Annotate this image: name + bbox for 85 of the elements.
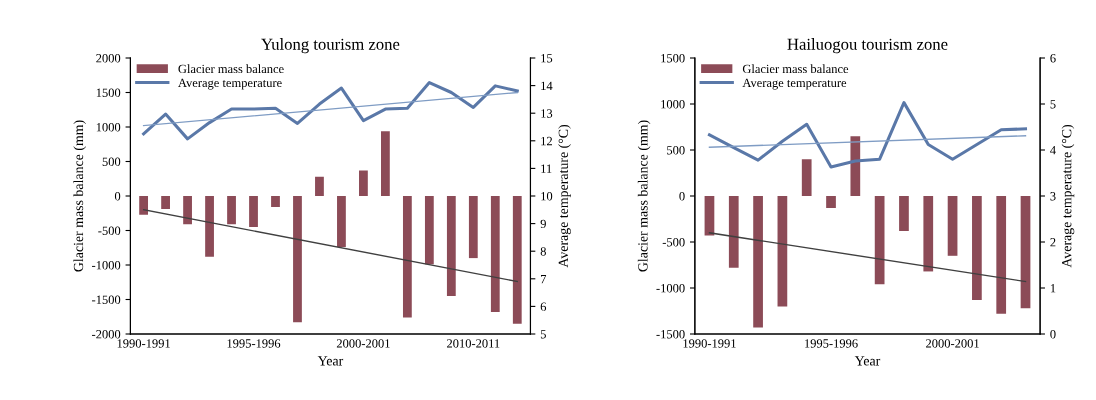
y-tick-label: 1000 <box>96 123 121 132</box>
bar <box>205 196 214 257</box>
bar <box>753 196 763 328</box>
y2-tick-label: 12 <box>541 136 552 146</box>
y2-tick-label: 6 <box>1050 54 1056 63</box>
bar <box>227 196 236 225</box>
y-tick-label: -500 <box>98 226 121 235</box>
bar <box>972 196 982 300</box>
x-tick-label: 1990-1991 <box>683 339 736 348</box>
y2-tick-label: 9 <box>540 219 546 229</box>
bar <box>337 196 346 248</box>
y2-axis-title: Average temperature (°C) <box>1061 124 1075 268</box>
bar <box>315 176 324 196</box>
y2-tick-label: 5 <box>540 330 546 339</box>
chart-title: Hailuogou tourism zone <box>787 38 948 54</box>
bar <box>293 196 302 323</box>
y2-tick-label: 7 <box>541 274 547 284</box>
chart-title: Yulong tourism zone <box>261 38 400 54</box>
y-axis-title: Glacier mass balance (mm) <box>73 120 86 272</box>
bar <box>402 196 412 318</box>
y-tick-label: 500 <box>667 146 685 155</box>
y2-tick-label: 11 <box>541 164 552 173</box>
y-axis-title: Glacier mass balance (mm) <box>637 120 651 272</box>
x-axis-title: Year <box>854 356 881 366</box>
legend-label: Glacier mass balance <box>742 64 849 74</box>
bar <box>139 196 149 215</box>
y2-tick-label: 8 <box>540 247 546 256</box>
x-tick-label: 1995-1996 <box>805 339 858 348</box>
bar <box>183 196 192 225</box>
bar <box>874 196 885 285</box>
bar <box>359 170 368 196</box>
y2-tick-label: 5 <box>1050 100 1056 109</box>
bar <box>446 196 456 297</box>
bar <box>271 196 280 208</box>
y-tick-label: 0 <box>679 192 685 201</box>
bar <box>1020 196 1031 309</box>
x-tick-label: 2010-2011 <box>447 339 500 348</box>
y-tick-label: 500 <box>102 157 121 166</box>
y2-tick-label: 15 <box>541 54 553 63</box>
legend-label: Average temperature <box>178 78 282 90</box>
y-tick-label: -500 <box>662 238 685 247</box>
y-tick-label: -1000 <box>656 284 685 293</box>
y-tick-label: 2000 <box>96 54 121 63</box>
bar <box>777 196 788 307</box>
bar <box>801 159 812 196</box>
bar <box>899 196 909 231</box>
legend-label: Average temperature <box>742 78 847 90</box>
bar <box>468 196 478 259</box>
y2-tick-label: 1 <box>1050 284 1056 293</box>
y-tick-label: 1000 <box>661 100 685 109</box>
bar <box>490 196 500 312</box>
y-tick-label: -1000 <box>92 261 121 270</box>
bar <box>996 196 1007 314</box>
bar <box>704 196 715 236</box>
y-tick-label: 0 <box>114 192 121 201</box>
y-tick-label: -2000 <box>92 330 121 339</box>
y2-tick-label: 13 <box>541 109 553 118</box>
y2-tick-label: 4 <box>1050 146 1056 155</box>
bar <box>728 196 739 268</box>
x-axis-title: Year <box>317 356 344 366</box>
y2-tick-label: 0 <box>1050 330 1056 339</box>
y-tick-label: -1500 <box>656 330 685 339</box>
bar <box>947 196 958 256</box>
y2-tick-label: 14 <box>541 81 553 90</box>
y2-tick-label: 10 <box>541 192 553 201</box>
legend-label: Glacier mass balance <box>178 64 284 74</box>
bar <box>424 196 434 265</box>
y2-axis-title: Average temperature (°C) <box>558 124 571 268</box>
line-series <box>707 101 1028 169</box>
x-tick-label: 1990-1991 <box>117 339 170 348</box>
y-tick-label: -1500 <box>92 295 121 304</box>
x-tick-label: 1995-1996 <box>227 339 281 348</box>
bar <box>826 196 836 208</box>
y2-tick-label: 2 <box>1050 238 1056 247</box>
bar <box>512 196 522 324</box>
y-tick-label: 1500 <box>661 54 685 63</box>
bar <box>161 196 170 210</box>
y2-tick-label: 3 <box>1050 192 1056 201</box>
x-tick-label: 2000-2001 <box>926 339 979 348</box>
y-tick-label: 1500 <box>96 88 121 97</box>
bar <box>923 196 934 272</box>
y2-tick-label: 6 <box>540 302 547 311</box>
bar <box>249 196 258 228</box>
x-tick-label: 2000-2001 <box>336 339 390 348</box>
bar <box>381 131 390 196</box>
